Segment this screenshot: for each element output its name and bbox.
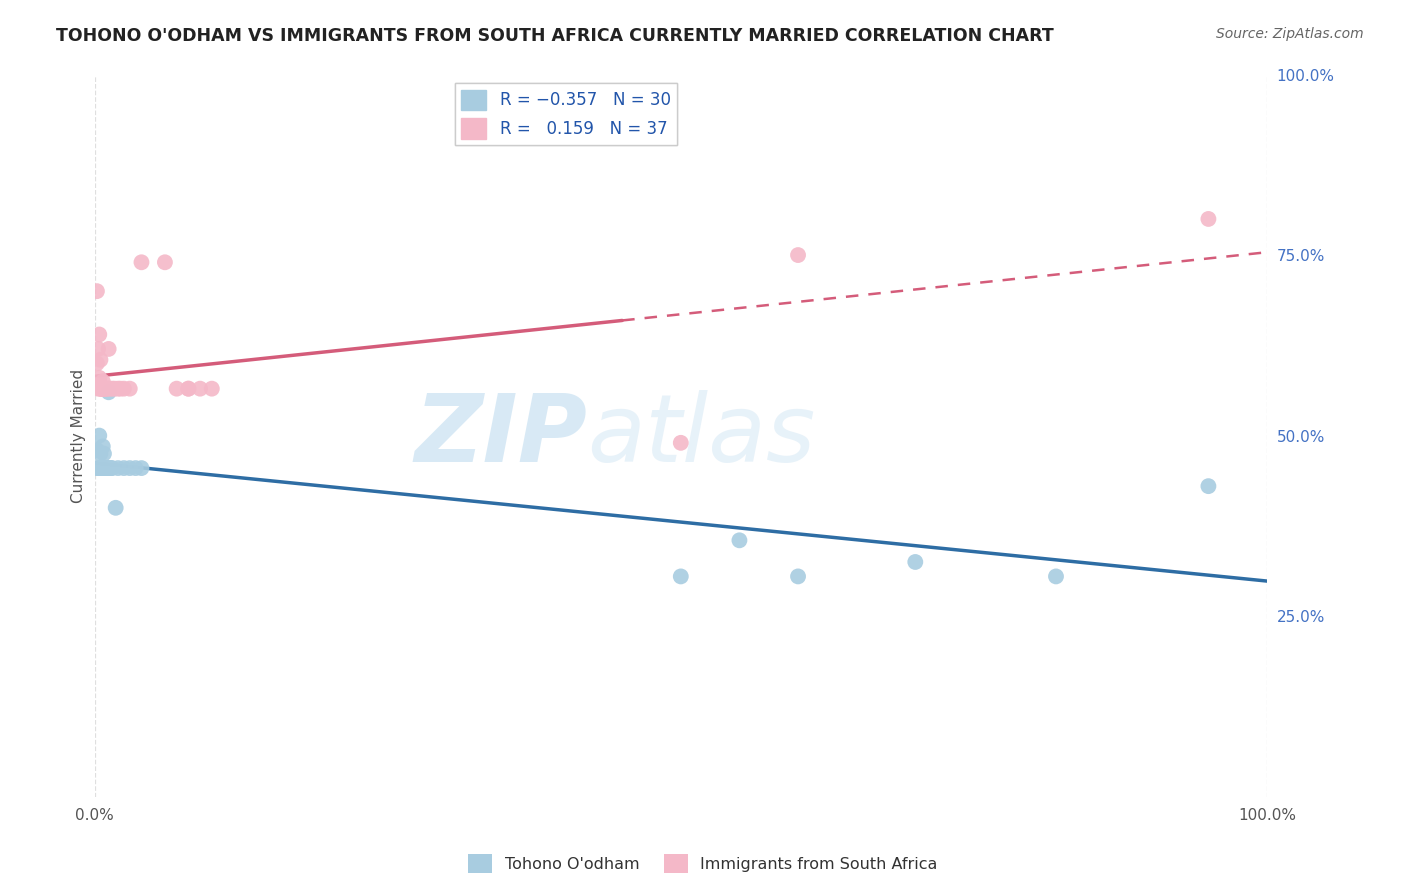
Point [91, 382, 114, 396]
Point [107, 382, 129, 396]
Point [86, 284, 108, 298]
Point [90, 382, 112, 396]
Point [177, 382, 200, 396]
Point [166, 382, 188, 396]
Legend: Tohono O'odham, Immigrants from South Africa: Tohono O'odham, Immigrants from South Af… [463, 847, 943, 880]
Point [93, 461, 115, 475]
Point [97, 385, 120, 400]
Point [96, 461, 118, 475]
Point [93, 447, 115, 461]
Point [177, 382, 200, 396]
Point [1197, 211, 1219, 226]
Point [89, 371, 111, 385]
Point [112, 461, 135, 475]
Point [93, 382, 115, 396]
Point [104, 500, 127, 515]
Point [98, 382, 121, 396]
Point [669, 569, 692, 583]
Point [90, 382, 112, 396]
Point [131, 461, 153, 475]
Point [1197, 479, 1219, 493]
Legend: R = −0.357   N = 30, R =   0.159   N = 37: R = −0.357 N = 30, R = 0.159 N = 37 [454, 83, 678, 145]
Point [787, 569, 810, 583]
Point [124, 461, 146, 475]
Point [103, 382, 125, 396]
Point [94, 461, 117, 475]
Point [100, 461, 122, 475]
Point [91, 375, 114, 389]
Text: Source: ZipAtlas.com: Source: ZipAtlas.com [1216, 27, 1364, 41]
Point [904, 555, 927, 569]
Point [89, 382, 111, 396]
Point [97, 342, 120, 356]
Point [86, 356, 108, 370]
Point [89, 447, 111, 461]
Point [96, 461, 118, 475]
Point [84, 461, 107, 475]
Point [89, 461, 111, 475]
Point [87, 382, 110, 396]
Point [91, 461, 114, 475]
Point [89, 428, 111, 442]
Point [153, 255, 176, 269]
Point [118, 382, 141, 396]
Point [131, 255, 153, 269]
Y-axis label: Currently Married: Currently Married [72, 368, 86, 503]
Point [669, 435, 692, 450]
Point [89, 327, 111, 342]
Point [112, 382, 135, 396]
Text: atlas: atlas [588, 390, 815, 481]
Point [118, 461, 141, 475]
Point [90, 461, 112, 475]
Point [1045, 569, 1067, 583]
Point [101, 382, 124, 396]
Point [87, 461, 110, 475]
Point [98, 461, 121, 475]
Point [728, 533, 751, 548]
Point [89, 382, 111, 396]
Point [91, 439, 114, 453]
Text: TOHONO O'ODHAM VS IMMIGRANTS FROM SOUTH AFRICA CURRENTLY MARRIED CORRELATION CHA: TOHONO O'ODHAM VS IMMIGRANTS FROM SOUTH … [56, 27, 1054, 45]
Text: ZIP: ZIP [415, 390, 588, 482]
Point [84, 378, 107, 392]
Point [89, 352, 111, 367]
Point [96, 382, 118, 396]
Point [96, 382, 118, 396]
Point [787, 248, 810, 262]
Point [188, 382, 211, 396]
Point [110, 382, 132, 396]
Point [93, 382, 115, 396]
Point [101, 461, 124, 475]
Point [201, 382, 224, 396]
Point [87, 342, 110, 356]
Point [86, 443, 108, 458]
Point [94, 382, 117, 396]
Point [107, 461, 129, 475]
